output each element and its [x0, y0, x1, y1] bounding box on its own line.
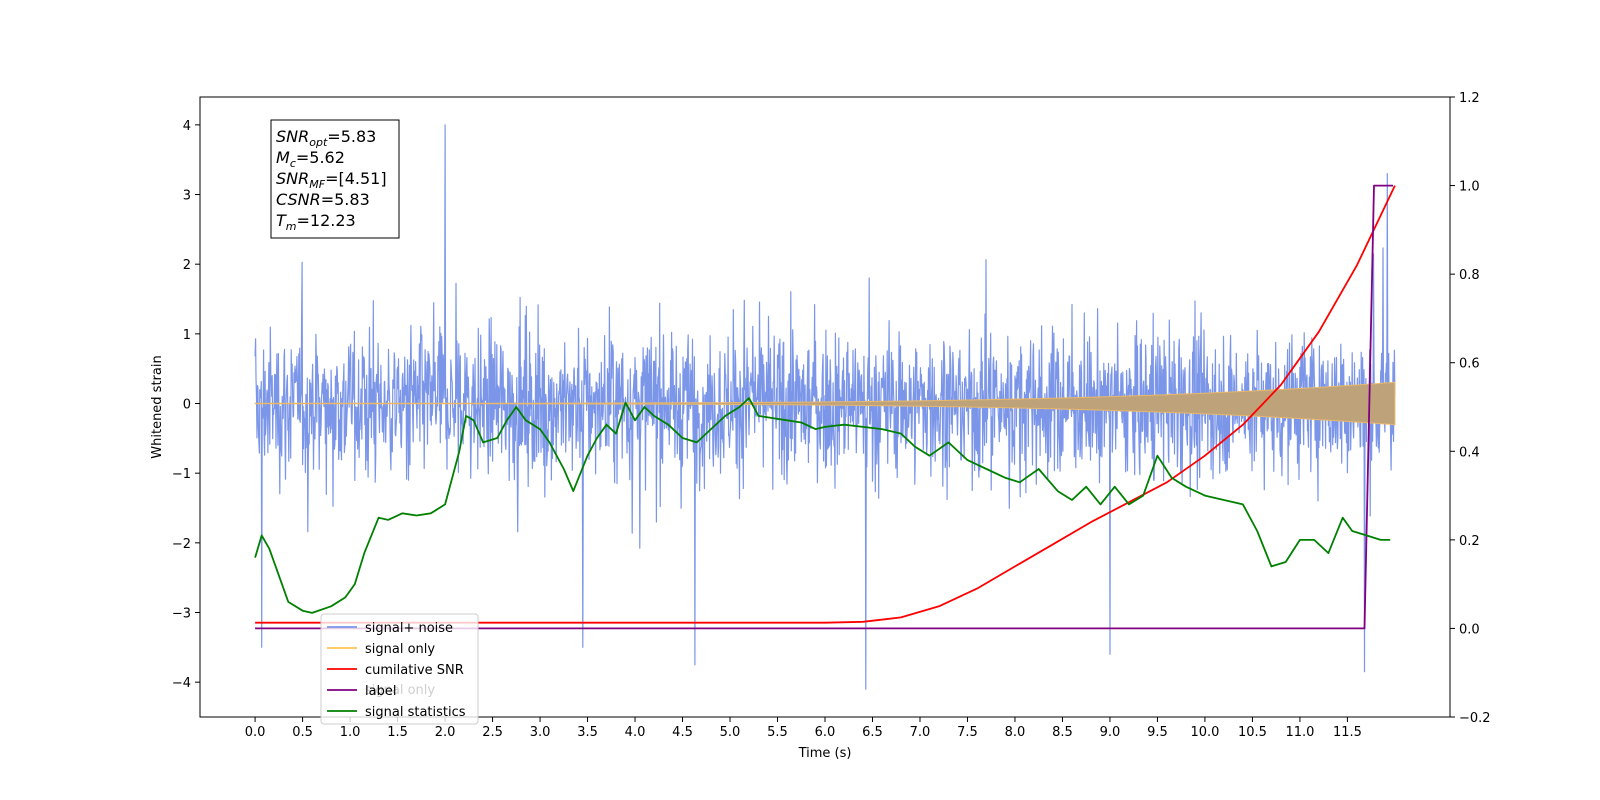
- x-tick-label: 11.5: [1333, 725, 1362, 740]
- annotation-symbol: CSNR: [276, 190, 321, 209]
- stats-annotation-box: SNRopt=5.83Mc=5.62SNRMF=[4.51]CSNR=5.83T…: [270, 119, 400, 239]
- legend-label: signal+ noise: [365, 621, 453, 636]
- y2-tick-label: 0.4: [1459, 445, 1480, 460]
- y2-tick-label: 0.8: [1459, 268, 1480, 283]
- y-axis-right: 1.2 1.0 0.8 0.6 0.4 0.2 0.0 −0.2: [1450, 91, 1491, 726]
- series-signal-statistics: [254, 397, 1391, 614]
- x-tick-label: 0.0: [245, 725, 266, 740]
- x-tick-label: 1.5: [387, 725, 408, 740]
- x-axis-label: Time (s): [798, 746, 852, 761]
- x-tick-label: 10.5: [1238, 725, 1267, 740]
- x-tick-label: 7.0: [910, 725, 931, 740]
- x-tick-label: 5.5: [767, 725, 788, 740]
- series-signal-only: [254, 381, 1396, 426]
- y2-tick-label: 1.2: [1459, 91, 1480, 106]
- x-tick-label: 0.5: [292, 725, 313, 740]
- x-tick-label: 9.0: [1100, 725, 1121, 740]
- y2-tick-label: 1.0: [1459, 180, 1480, 195]
- annotation-line: SNRopt=5.83: [276, 127, 376, 149]
- y-axis-label: Whitened strain: [150, 355, 165, 458]
- annotation-line: CSNR=5.83: [276, 190, 370, 209]
- y-axis-left: 4 3 2 1 0 −1 −2 −3 −4: [172, 119, 200, 691]
- x-tick-label: 6.5: [862, 725, 883, 740]
- legend-label: cumilative SNR: [365, 663, 464, 678]
- y-tick-label: −4: [172, 676, 191, 691]
- y-tick-label: −2: [172, 537, 191, 552]
- x-tick-label: 8.0: [1005, 725, 1026, 740]
- x-tick-label: 10.0: [1190, 725, 1219, 740]
- x-tick-label: 1.0: [340, 725, 361, 740]
- annotation-value: =5.83: [321, 190, 370, 209]
- y-tick-label: 3: [183, 189, 191, 204]
- annotation-symbol: SNR: [276, 127, 309, 146]
- legend: signal only signal+ noise signal only cumil…: [320, 613, 479, 725]
- annotation-symbol: SNR: [276, 169, 309, 188]
- annotation-value: =5.83: [327, 127, 376, 146]
- y-tick-label: 1: [183, 328, 191, 343]
- annotation-value: =5.62: [296, 148, 345, 167]
- y-tick-label: 2: [183, 258, 191, 273]
- annotation-symbol: T: [276, 211, 287, 230]
- annotation-subscript: MF: [309, 178, 325, 191]
- legend-hidden-text: signal only: [365, 683, 435, 698]
- plot-area: [254, 124, 1396, 690]
- x-tick-label: 5.0: [720, 725, 741, 740]
- y-tick-label: −3: [172, 607, 191, 622]
- x-axis: 0.0 0.5 1.0 1.5 2.0 2.5 3.0 3.5 4.0 4.5 5.0 5.5 6.0 6…: [245, 717, 1362, 740]
- x-tick-label: 3.0: [530, 725, 551, 740]
- annotation-subscript: m: [286, 220, 297, 233]
- x-tick-label: 7.5: [957, 725, 978, 740]
- annotation-symbol: M: [276, 148, 290, 167]
- series-signal-noise: [254, 124, 1396, 690]
- x-tick-label: 8.5: [1052, 725, 1073, 740]
- y2-tick-label: 0.0: [1459, 622, 1480, 637]
- y2-tick-label: −0.2: [1459, 711, 1491, 726]
- legend-label: label: [365, 684, 396, 699]
- x-tick-label: 9.5: [1147, 725, 1168, 740]
- x-tick-label: 4.5: [672, 725, 693, 740]
- y-tick-label: 0: [183, 398, 191, 413]
- x-tick-label: 2.5: [482, 725, 503, 740]
- y-tick-label: −1: [172, 467, 191, 482]
- annotation-subscript: opt: [309, 136, 328, 149]
- annotation-line: SNRMF=[4.51]: [276, 169, 387, 191]
- annotation-frame: [270, 119, 400, 239]
- y2-tick-label: 0.2: [1459, 534, 1480, 549]
- x-tick-label: 3.5: [577, 725, 598, 740]
- annotation-value: =12.23: [297, 211, 356, 230]
- x-tick-label: 4.0: [625, 725, 646, 740]
- legend-label: signal only: [365, 642, 435, 657]
- x-tick-label: 6.0: [815, 725, 836, 740]
- annotation-line: Tm=12.23: [276, 211, 356, 233]
- annotation-subscript: c: [290, 157, 296, 170]
- y2-tick-label: 0.6: [1459, 357, 1480, 372]
- legend-label: signal statistics: [365, 705, 466, 720]
- y-tick-label: 4: [183, 119, 191, 134]
- x-tick-label: 11.0: [1285, 725, 1314, 740]
- series-label: [255, 184, 1393, 630]
- annotation-value: =[4.51]: [325, 169, 387, 188]
- series-cumilative-snr: [255, 185, 1396, 624]
- legend-frame: [320, 613, 479, 725]
- annotation-line: Mc=5.62: [276, 148, 345, 170]
- x-tick-label: 2.0: [435, 725, 456, 740]
